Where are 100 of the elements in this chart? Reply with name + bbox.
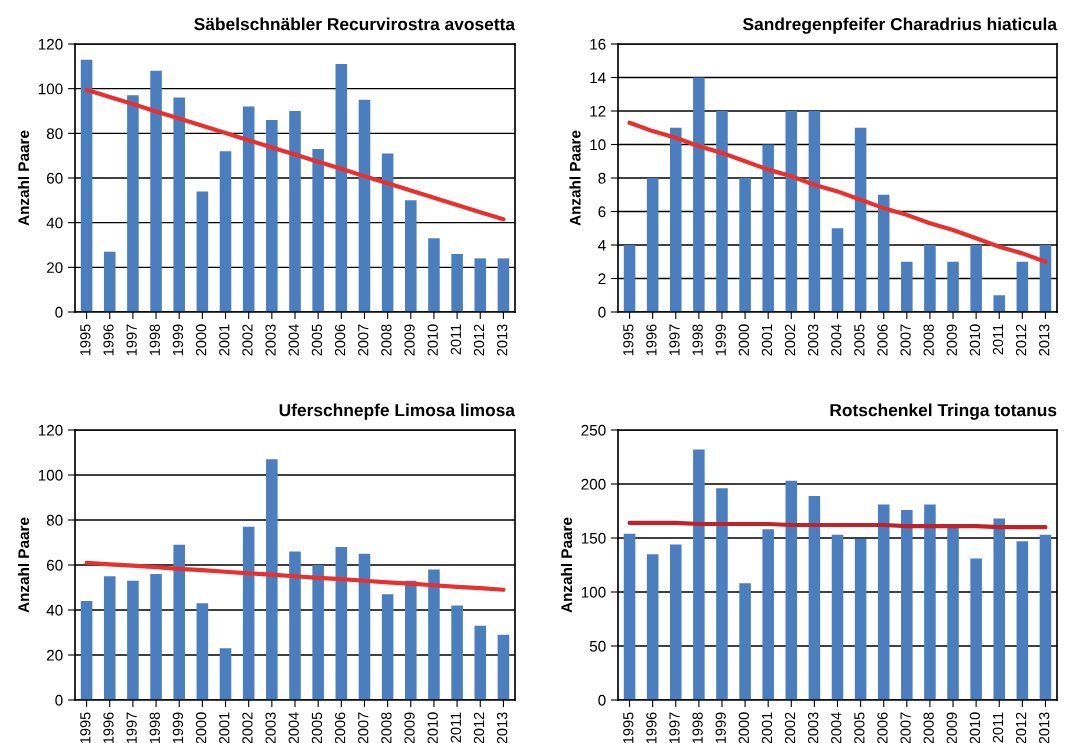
x-tick-label: 1998 (692, 324, 703, 356)
bar (335, 64, 348, 312)
bar (266, 119, 278, 312)
x-tick-label: 1999 (172, 712, 184, 743)
y-tick-label: 40 (46, 217, 63, 229)
bar (716, 488, 728, 700)
x-tick-label: 1996 (646, 324, 657, 356)
bar (831, 228, 844, 312)
bar (877, 194, 890, 312)
bar (947, 261, 959, 312)
x-tick-label: 2012 (1015, 324, 1027, 356)
bar (242, 106, 255, 312)
chart-title: Uferschnepfe Limosa limosa (279, 403, 516, 420)
x-tick-label: 2002 (784, 324, 796, 356)
x-tick-label: 2008 (381, 324, 392, 356)
x-tick-label: 2000 (195, 324, 207, 356)
bar (312, 565, 324, 700)
x-tick-label: 2003 (807, 324, 819, 356)
x-tick-label: 1998 (692, 712, 703, 743)
bar (716, 111, 728, 312)
x-tick-label: 1998 (149, 324, 160, 356)
y-tick-label: 60 (46, 172, 63, 184)
x-tick-label: 2000 (738, 324, 749, 356)
bar (474, 258, 487, 312)
line-series (84, 560, 506, 592)
y-tick-label: 100 (38, 83, 63, 95)
bar (335, 547, 348, 700)
bar (428, 569, 440, 700)
bar (808, 111, 821, 312)
bar (381, 594, 394, 700)
bar (901, 261, 913, 312)
bar (693, 449, 705, 700)
x-tick-label: 2000 (738, 712, 749, 743)
chart-title: Rotschenkel Tringa totanus (830, 403, 1057, 420)
x-tick-label: 2008 (923, 324, 934, 356)
y-tick-label: 8 (598, 172, 606, 184)
bar (970, 558, 982, 700)
x-tick-label: 2003 (807, 712, 819, 743)
line-series (84, 87, 506, 222)
bar (312, 148, 324, 312)
bar (405, 200, 417, 312)
x-tick-label: 2000 (195, 712, 207, 743)
y-tick-label: 20 (46, 262, 63, 274)
x-tick-label: 2010 (427, 324, 438, 356)
x-tick-label: 2013 (1039, 324, 1050, 356)
x-tick-label: 2007 (900, 324, 911, 356)
bar (80, 601, 93, 700)
x-tick-label: 1995 (623, 712, 634, 743)
bar (693, 77, 705, 312)
bar (451, 253, 463, 312)
bar (80, 59, 93, 312)
x-tick-label: 2005 (854, 324, 865, 356)
y-tick-label: 16 (590, 38, 606, 50)
x-tick-label: 2009 (946, 324, 957, 356)
x-tick-label: 2008 (923, 712, 934, 743)
bar (623, 245, 636, 312)
x-tick-label: 2002 (784, 712, 796, 743)
bar (762, 144, 774, 312)
bar (451, 605, 463, 700)
bar (358, 553, 371, 700)
x-tick-label: 2003 (265, 712, 276, 743)
y-tick-label: 250 (581, 424, 606, 436)
bar (173, 544, 185, 700)
x-tick-label: 2012 (473, 324, 485, 356)
bar (1039, 245, 1052, 312)
bar (242, 526, 255, 700)
y-tick-label: 150 (581, 532, 606, 544)
bar (127, 580, 139, 700)
x-tick-label: 1996 (646, 712, 657, 743)
y-axis-title: Anzahl Paare (17, 130, 30, 226)
bar (405, 580, 417, 700)
bar (474, 625, 487, 700)
x-tick-label: 1998 (149, 712, 160, 743)
x-tick-label: 1999 (715, 712, 726, 743)
bar (947, 527, 959, 700)
x-tick-label: 2006 (334, 712, 346, 743)
bar (739, 583, 751, 700)
bar (970, 245, 982, 312)
bar (854, 127, 867, 312)
y-tick-label: 120 (38, 38, 63, 50)
bar (103, 251, 116, 312)
x-tick-label: 2010 (969, 324, 981, 356)
bar (127, 95, 139, 312)
x-tick-label: 2011 (450, 712, 462, 743)
x-tick-label: 1996 (103, 324, 114, 356)
x-tick-label: 2005 (854, 712, 865, 743)
x-tick-label: 2007 (900, 712, 911, 743)
x-tick-label: 2002 (242, 324, 253, 356)
x-tick-label: 1997 (126, 324, 137, 356)
x-tick-label: 2006 (877, 712, 888, 743)
bar (854, 539, 867, 700)
y-tick-label: 0 (598, 694, 606, 706)
bar (785, 480, 798, 700)
y-tick-label: 200 (581, 478, 606, 490)
bar (289, 111, 301, 312)
y-axis-title: Anzahl Paare (560, 517, 573, 613)
x-tick-label: 1999 (715, 324, 726, 356)
bar (924, 504, 936, 700)
y-tick-label: 40 (46, 604, 63, 616)
x-tick-label: 2009 (404, 712, 415, 743)
